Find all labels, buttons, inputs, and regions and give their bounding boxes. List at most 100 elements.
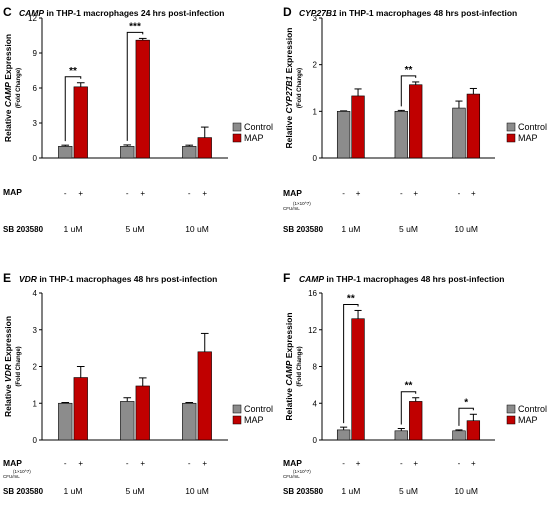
bar-control: [58, 146, 73, 159]
minus-label: -: [400, 189, 403, 198]
y-tick-label: 4: [313, 399, 318, 408]
minus-label: -: [188, 189, 191, 198]
y-tick-label: 2: [313, 61, 318, 70]
panel-title: CYP27B1 in THP-1 macrophages 48 hrs post…: [299, 8, 517, 18]
group-label: 10 uM: [185, 224, 209, 234]
y-tick-label: 0: [33, 436, 38, 445]
significance-label: **: [405, 381, 413, 392]
map-dose-label: (1×10^7): [13, 469, 31, 474]
sb-row-label: SB 203580: [3, 487, 44, 496]
y-axis-label: Relative VDR Expression: [3, 316, 13, 417]
plus-label: +: [202, 459, 207, 468]
minus-label: -: [126, 189, 129, 198]
significance-label: ***: [129, 21, 141, 32]
bar-map: [351, 95, 365, 159]
legend-swatch-map: [506, 415, 516, 425]
y-tick-label: 1: [33, 399, 38, 408]
panel-d: D CYP27B1 in THP-1 macrophages 48 hrs pos…: [283, 5, 547, 234]
y-tick-label: 9: [33, 49, 38, 58]
bar-map: [135, 39, 150, 159]
legend-swatch-control: [506, 122, 516, 132]
y-tick-label: 2: [33, 363, 38, 372]
y-tick-label: 6: [33, 84, 38, 93]
minus-label: -: [64, 189, 67, 198]
bar-control: [120, 401, 135, 441]
panel-title: CAMP in THP-1 macrophages 48 hrs post-in…: [299, 274, 504, 284]
panel-e: E VDR in THP-1 macrophages 48 hrs post-in…: [3, 271, 273, 496]
significance-bracket: [400, 391, 417, 425]
panel-letter: F: [283, 271, 290, 285]
ylabel-gene: CYP27B1: [284, 75, 294, 113]
significance-bracket: [126, 31, 144, 141]
legend-label: MAP: [518, 415, 538, 425]
bar-control: [336, 111, 351, 159]
map-row-label: MAP: [283, 458, 302, 468]
group-label: 5 uM: [126, 224, 145, 234]
group-label: 1 uM: [64, 486, 83, 496]
legend-swatch-control: [506, 404, 516, 414]
bar-map: [197, 351, 212, 441]
bar-control: [394, 111, 408, 159]
bar-map: [73, 86, 88, 159]
title-text: in THP-1 macrophages 48 hrs post-infecti…: [337, 8, 517, 18]
panel-letter: C: [3, 5, 12, 19]
bar-control: [452, 430, 466, 441]
ylabel-prefix: Relative: [3, 107, 13, 142]
map-row-label: MAP: [3, 458, 22, 468]
ylabel-suffix: Expression: [284, 28, 294, 76]
panel-title: VDR in THP-1 macrophages 48 hrs post-inf…: [19, 274, 217, 284]
title-gene: CYP27B1: [299, 8, 337, 18]
title-text: in THP-1 macrophages 24 hrs post-infecti…: [44, 8, 224, 18]
y-tick-label: 16: [308, 289, 317, 298]
legend-label: MAP: [244, 133, 264, 143]
ylabel-prefix: Relative: [3, 382, 13, 417]
bar-map: [351, 318, 365, 441]
group-label: 10 uM: [454, 486, 478, 496]
plus-label: +: [140, 459, 145, 468]
ylabel-gene: VDR: [3, 363, 13, 382]
legend-swatch-control: [232, 404, 242, 414]
legend-label: Control: [518, 404, 547, 414]
ylabel-suffix: Expression: [3, 34, 13, 82]
plus-label: +: [471, 459, 476, 468]
map-row-label: MAP: [283, 188, 302, 198]
group-label: 10 uM: [185, 486, 209, 496]
legend-label: Control: [244, 404, 273, 414]
minus-label: -: [188, 459, 191, 468]
y-tick-label: 8: [313, 363, 318, 372]
bar-control: [452, 107, 466, 159]
minus-label: -: [400, 459, 403, 468]
legend-swatch-map: [232, 133, 242, 143]
significance-label: **: [69, 66, 77, 77]
significance-label: *: [464, 397, 468, 408]
minus-label: -: [342, 189, 345, 198]
y-axis-label: Relative CYP27B1 Expression: [284, 28, 294, 149]
group-label: 1 uM: [341, 486, 360, 496]
bar-map: [409, 84, 423, 159]
significance-bracket: [64, 76, 82, 142]
title-text: in THP-1 macrophages 48 hrs post-infecti…: [37, 274, 217, 284]
significance-label: **: [405, 65, 413, 76]
ylabel-prefix: Relative: [284, 386, 294, 421]
significance-bracket: [400, 75, 417, 107]
minus-label: -: [126, 459, 129, 468]
group-label: 5 uM: [126, 486, 145, 496]
bar-control: [336, 429, 351, 441]
title-text: in THP-1 macrophages 48 hrs post-infecti…: [324, 274, 504, 284]
legend-label: MAP: [518, 133, 538, 143]
plus-label: +: [78, 189, 83, 198]
plus-label: +: [413, 459, 418, 468]
legend-label: Control: [244, 122, 273, 132]
y-tick-label: 3: [313, 14, 318, 23]
ylabel-suffix: Expression: [3, 316, 13, 364]
significance-bracket: [458, 407, 474, 426]
bar-control: [58, 402, 73, 441]
legend-swatch-map: [232, 415, 242, 425]
ylabel-gene: CAMP: [3, 82, 13, 107]
y-axis-label: Relative CAMP Expression: [3, 34, 13, 142]
minus-label: -: [64, 459, 67, 468]
bar-map: [135, 385, 150, 441]
group-label: 1 uM: [341, 224, 360, 234]
bar-map: [466, 93, 481, 159]
